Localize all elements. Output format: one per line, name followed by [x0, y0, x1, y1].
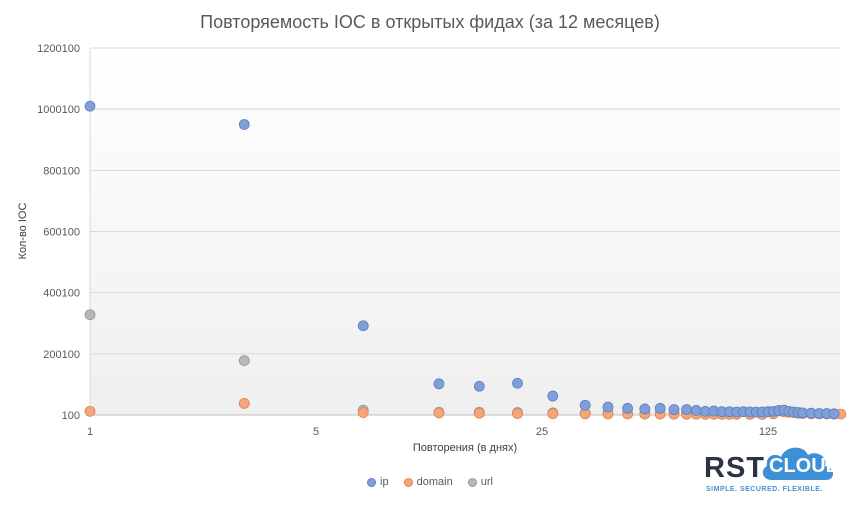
point-ip: [690, 405, 702, 416]
point-ip: [668, 404, 680, 415]
data-points: [84, 100, 847, 420]
point-url: [238, 355, 250, 366]
point-domain: [433, 407, 445, 419]
y-tick-label: 400100: [43, 288, 80, 300]
point-ip: [639, 403, 651, 415]
point-domain: [547, 408, 559, 420]
x-tick-label: 25: [536, 426, 548, 438]
point-ip: [828, 408, 840, 420]
y-axis-label: Кол-во IOC: [17, 203, 29, 260]
point-url: [84, 309, 96, 321]
legend-item-url: url: [467, 476, 493, 488]
point-ip: [512, 377, 523, 389]
gridlines: [90, 47, 840, 355]
y-tick-label: 1200100: [37, 43, 80, 55]
point-domain: [512, 408, 523, 419]
tick-labels: 100 200100 400100 600100 800100 1000100 120010…: [37, 43, 777, 438]
point-ip: [622, 402, 634, 414]
cloud-icon: [762, 447, 834, 480]
logo-rst-text: RST: [704, 452, 765, 484]
x-tick-label: 125: [759, 426, 777, 438]
legend-label-url: url: [480, 476, 493, 488]
point-ip: [357, 320, 369, 332]
point-domain: [84, 405, 96, 417]
logo-tagline: SIMPLE. SECURED. FLEXIBLE.: [706, 486, 823, 493]
y-tick-label: 200100: [43, 349, 80, 361]
point-ip: [681, 404, 692, 415]
y-tick-label: 1000100: [37, 104, 80, 116]
x-tick-label: 5: [313, 426, 319, 438]
legend-marker-domain: [403, 477, 413, 487]
chart-title: Повторяемость IOC в открытых фидах (за 1…: [200, 12, 660, 32]
legend-item-ip: ip: [367, 476, 389, 488]
y-tick-label: 800100: [43, 165, 80, 177]
point-ip: [473, 380, 485, 392]
y-tick-label: 600100: [43, 227, 80, 239]
legend: ip domain url: [0, 476, 860, 488]
point-ip: [602, 401, 614, 413]
legend-label-ip: ip: [380, 476, 389, 488]
point-domain: [357, 407, 369, 418]
point-ip: [579, 399, 591, 411]
legend-item-domain: domain: [403, 476, 453, 488]
point-ip: [654, 402, 666, 414]
legend-marker-url: [467, 477, 477, 487]
legend-marker-ip: [367, 477, 376, 487]
point-domain: [238, 398, 250, 409]
point-ip: [547, 390, 559, 402]
point-ip: [238, 119, 250, 130]
point-ip: [84, 100, 96, 112]
point-ip: [433, 378, 445, 390]
x-tick-label: 1: [87, 426, 93, 438]
point-domain: [473, 407, 485, 419]
y-tick-label: 100: [62, 410, 80, 422]
x-axis-label: Повторения (в днях): [413, 442, 517, 454]
logo-cloud-text: CLOUD: [769, 455, 841, 477]
rst-cloud-logo: RST CLOUD SIMPLE. SECURED. FLEXIBLE.: [700, 440, 840, 496]
legend-label-domain: domain: [416, 476, 453, 488]
